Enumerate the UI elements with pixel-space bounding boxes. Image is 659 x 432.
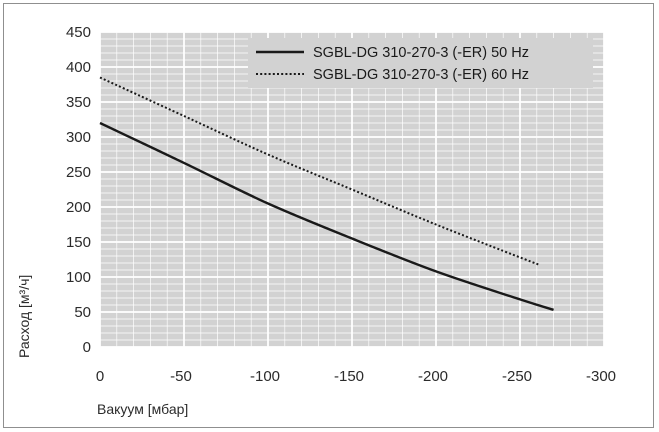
y-tick-label: 200 — [66, 199, 91, 216]
x-tick-label: 0 — [96, 368, 104, 385]
legend-label-60hz: SGBL-DG 310-270-3 (-ER) 60 Hz — [313, 67, 529, 83]
y-tick-label: 400 — [66, 59, 91, 76]
x-tick-label: -200 — [418, 368, 448, 385]
x-tick-label: -100 — [250, 368, 280, 385]
y-tick-label: 50 — [74, 304, 91, 321]
y-tick-label: 150 — [66, 234, 91, 251]
grid — [99, 31, 605, 348]
series-layer — [99, 76, 554, 312]
y-tick-label: 250 — [66, 164, 91, 181]
legend: SGBL-DG 310-270-3 (-ER) 50 Hz SGBL-DG 31… — [248, 38, 593, 88]
x-tick-label: -50 — [170, 368, 192, 385]
y-tick-label: 100 — [66, 269, 91, 286]
x-tick-label: -250 — [502, 368, 532, 385]
y-tick-label: 450 — [66, 24, 91, 41]
y-tick-label: 300 — [66, 129, 91, 146]
x-tick-label: -300 — [586, 368, 616, 385]
x-tick-labels: 0 -50 -100 -150 -200 -250 -300 — [96, 368, 616, 385]
series-line-50hz — [99, 121, 554, 312]
x-axis-label: Вакуум [мбар] — [97, 401, 188, 417]
y-tick-label: 350 — [66, 94, 91, 111]
y-tick-label: 0 — [83, 339, 91, 356]
legend-label-50hz: SGBL-DG 310-270-3 (-ER) 50 Hz — [313, 45, 529, 61]
x-tick-label: -150 — [334, 368, 364, 385]
legend-box — [248, 38, 593, 88]
y-tick-labels: 0 50 100 150 200 250 300 350 400 450 — [66, 24, 91, 356]
y-axis-label: Расход [м³/ч] — [16, 275, 32, 358]
